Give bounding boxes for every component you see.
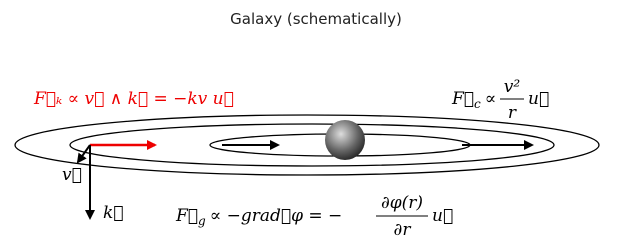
title: Galaxy (schematically) (230, 10, 402, 28)
relation: ∝ −grad⃗φ = − (210, 206, 343, 226)
denominator: r (508, 103, 517, 123)
unit-vector: u⃗ (528, 89, 549, 109)
centripetal-lhs: F⃗c ∝ (451, 89, 496, 111)
symbol: F⃗ (451, 89, 474, 109)
symbol: F⃗ (175, 206, 198, 226)
k-label: k⃗ (103, 203, 124, 223)
relation: ∝ (485, 89, 497, 109)
subscript: g (198, 214, 206, 228)
diagram: Galaxy (schematically) F⃗ₖ ∝ v⃗ ∧ k⃗ = −… (0, 0, 632, 240)
gravity-lhs: F⃗g ∝ −grad⃗φ = − (175, 206, 342, 228)
denominator: ∂r (394, 220, 412, 240)
galactic-core (325, 120, 365, 160)
v-label: v⃗ (62, 165, 82, 185)
friction-formula: F⃗ₖ ∝ v⃗ ∧ k⃗ = −kv u⃗ (33, 89, 234, 109)
subscript: c (474, 97, 481, 111)
unit-vector: u⃗ (432, 206, 453, 226)
numerator: v² (504, 77, 521, 97)
numerator: ∂φ(r) (381, 193, 423, 213)
